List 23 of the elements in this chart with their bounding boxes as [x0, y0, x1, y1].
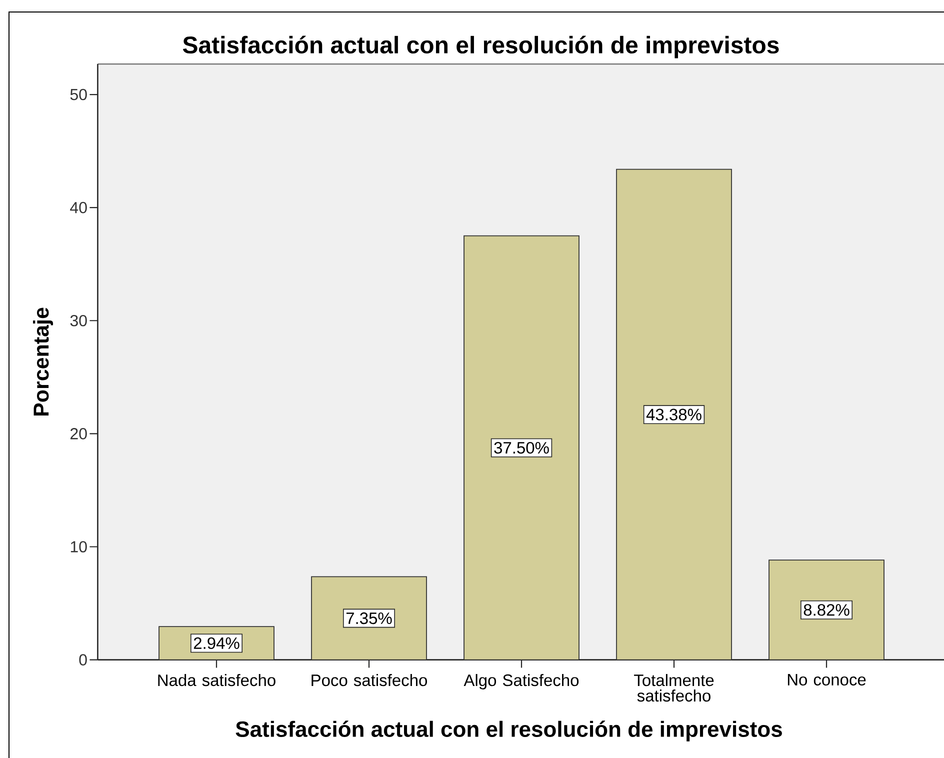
y-tick-label: 20: [70, 428, 87, 440]
y-tick-label: 10: [70, 541, 87, 552]
x-tick-label: Poco satisfecho: [312, 674, 427, 686]
bar: [616, 168, 732, 660]
bar: [768, 560, 884, 660]
x-tick-label: Nada satisfecho: [158, 674, 276, 686]
y-tick-label: 30: [70, 314, 87, 326]
y-tick-label: 40: [70, 202, 87, 214]
y-tick-label: 0: [79, 654, 87, 666]
x-tick-label: Totalmente satisfecho: [634, 674, 714, 702]
data-label: 37.50%: [494, 442, 549, 454]
x-axis-title: Satisfacción actual con el resolución de imprevistos: [236, 720, 782, 742]
chart-title: Satisfacción actual con el resolución de imprevistos: [182, 36, 779, 58]
bar: [464, 235, 580, 660]
y-axis-title: Porcentaje: [32, 308, 54, 416]
x-tick-label: Algo Satisfecho: [464, 674, 579, 690]
data-label: 43.38%: [646, 408, 702, 420]
data-label: 7.35%: [346, 612, 392, 624]
data-label: 8.82%: [804, 604, 850, 616]
bar: [311, 576, 427, 660]
x-tick-label: No conoce: [788, 674, 866, 686]
data-label: 2.94%: [194, 637, 240, 650]
y-tick-label: 50: [70, 88, 87, 100]
